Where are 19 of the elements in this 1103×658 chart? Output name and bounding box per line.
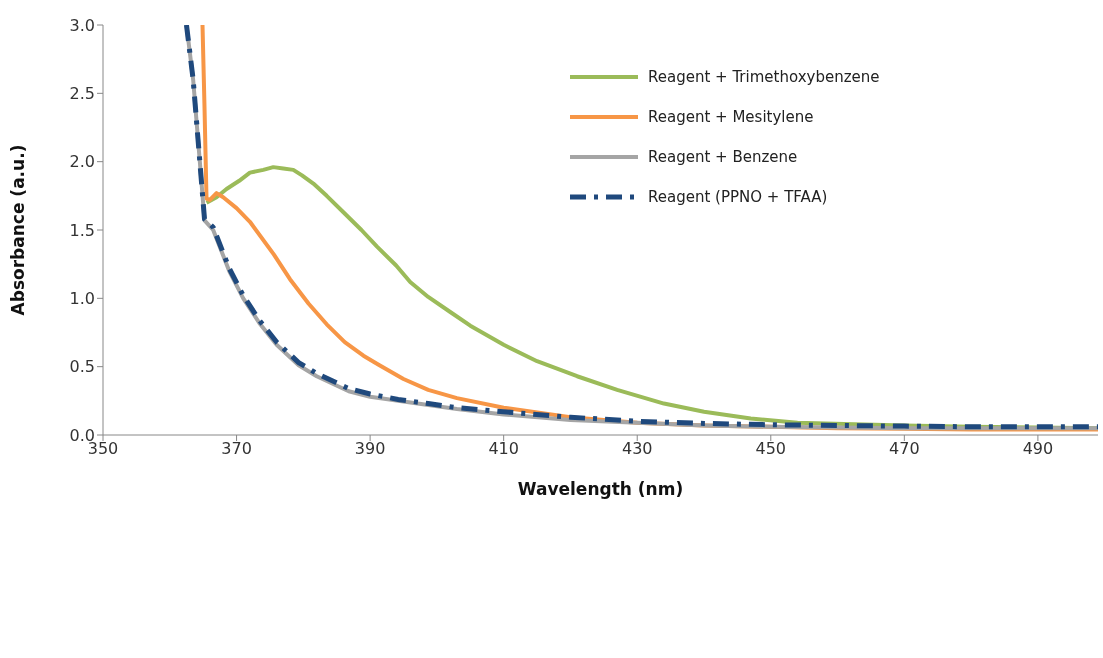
x-axis-title: Wavelength (nm) bbox=[517, 479, 684, 499]
y-tick-label: 1.0 bbox=[69, 289, 95, 309]
x-tick-label: 450 bbox=[755, 439, 787, 459]
y-tick-label: 2.0 bbox=[69, 152, 95, 172]
legend-label: Reagent + Benzene bbox=[648, 148, 798, 166]
legend-label: Reagent + Trimethoxybenzene bbox=[648, 68, 880, 86]
x-tick-label: 390 bbox=[354, 439, 386, 459]
y-tick-label: 0.5 bbox=[69, 357, 95, 377]
y-tick-label: 1.5 bbox=[69, 220, 95, 240]
legend-label: Reagent (PPNO + TFAA) bbox=[648, 188, 828, 206]
legend-label: Reagent + Mesitylene bbox=[648, 108, 814, 126]
y-axis-title: Absorbance (a.u.) bbox=[8, 144, 29, 316]
x-tick-label: 430 bbox=[621, 439, 653, 459]
y-tick-label: 3.0 bbox=[69, 15, 95, 35]
x-tick-label: 490 bbox=[1022, 439, 1054, 459]
x-tick-label: 410 bbox=[488, 439, 519, 459]
y-tick-label: 2.5 bbox=[69, 84, 95, 104]
x-tick-label: 470 bbox=[889, 439, 920, 459]
x-tick-label: 370 bbox=[221, 439, 252, 459]
